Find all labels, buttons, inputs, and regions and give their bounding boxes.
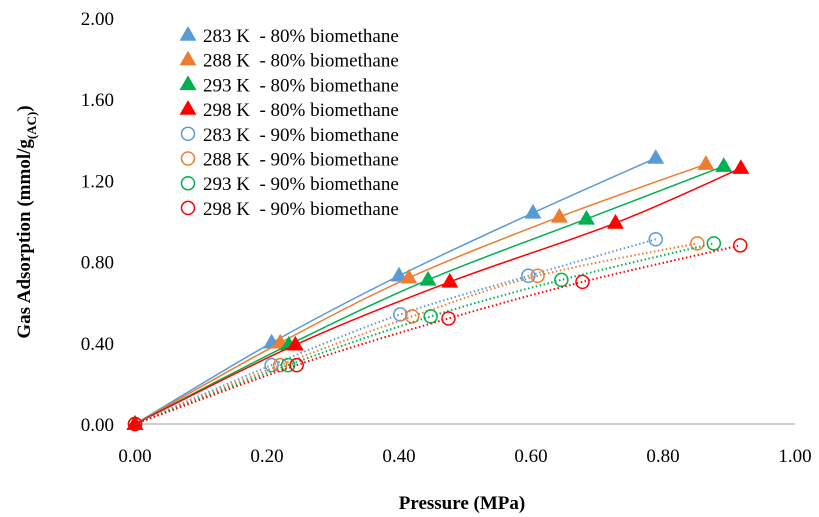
y-tick-label: 0.00 [81,415,114,436]
data-point [423,309,438,324]
series-7 [127,236,722,432]
y-tick-label: 0.40 [81,334,114,355]
x-tick-label: 0.60 [514,446,547,467]
legend-item: 288 K - 80% biomethane [179,50,399,72]
data-point [404,309,420,324]
y-axis-title-close: ) [14,105,35,111]
x-axis-title: Pressure (MPa) [399,493,525,514]
data-point [127,416,143,432]
data-point [706,236,722,251]
data-point [690,236,705,251]
data-point [577,209,595,225]
legend: 283 K - 80% biomethane 288 K - 80% biomet… [179,25,399,220]
data-point [390,266,408,282]
series-trendline [134,238,657,425]
data-point [524,203,542,219]
y-axis-title: Gas Adsorption (mmol/g(AC)) [14,105,39,338]
legend-item: 298 K - 80% biomethane [179,100,399,121]
legend-item: 283 K - 80% biomethane [179,25,399,47]
data-point [530,268,545,284]
data-point [715,157,733,172]
data-point [419,270,437,286]
legend-label: 283 K - 80% biomethane [203,26,399,47]
data-point [289,357,304,373]
series-8 [127,238,748,432]
y-tick-label: 0.80 [81,253,114,274]
y-axis-title-sub: (AC) [24,112,39,139]
legend-label: 283 K - 90% biomethane [203,125,399,146]
data-point [697,155,715,170]
data-point [280,357,296,373]
x-tick-label: 1.00 [778,446,811,467]
data-point [286,335,304,351]
series-trendline [134,242,715,425]
data-point [550,207,568,223]
y-tick-label: 2.00 [81,9,114,30]
data-point [400,268,418,284]
ticks-layer: 0.00 0.20 0.40 0.60 0.80 1.00 0.00 0.40 0.80 1.20… [81,9,812,467]
legend-marker [179,25,197,41]
x-tick-label: 0.00 [118,446,151,467]
legend-marker [180,175,196,191]
series-trendline [134,242,698,425]
legend-label: 298 K - 80% biomethane [203,100,399,121]
data-point [264,357,279,373]
y-tick-label: 1.60 [81,90,114,111]
series-4 [126,159,750,430]
data-point [393,307,408,322]
legend-marker [180,151,196,166]
data-point [554,272,569,288]
legend-marker [180,200,196,216]
data-point [441,311,456,326]
legend-label: 288 K - 80% biomethane [203,51,399,72]
y-tick-label: 1.20 [81,171,114,192]
data-point [732,159,750,174]
x-tick-label: 0.80 [646,446,679,467]
legend-item: 288 K - 90% biomethane [180,150,399,171]
legend-item: 293 K - 90% biomethane [180,174,399,195]
data-point [648,232,663,247]
data-point [575,274,590,290]
legend-item: 293 K - 80% biomethane [179,75,399,96]
x-tick-label: 0.20 [250,446,283,467]
data-point [732,238,748,253]
data-point [647,149,665,164]
y-axis-title-main: Gas Adsorption (mmol/g [14,139,35,339]
data-point [521,268,536,284]
legend-item: 283 K - 90% biomethane [180,125,399,146]
legend-marker [179,50,197,66]
data-point [441,272,459,288]
legend-marker [179,100,197,115]
legend-label: 293 K - 90% biomethane [203,174,399,195]
legend-label: 288 K - 90% biomethane [203,150,399,171]
legend-marker [180,126,196,142]
legend-item: 298 K - 90% biomethane [180,199,399,220]
series-layer [126,149,750,432]
legend-marker [179,75,197,91]
legend-label: 298 K - 90% biomethane [203,199,399,220]
series-5 [127,232,663,432]
data-point [607,214,624,229]
x-tick-label: 0.40 [382,446,415,467]
legend-label: 293 K - 80% biomethane [203,75,399,96]
data-point [272,357,288,373]
series-trendline [134,244,741,425]
